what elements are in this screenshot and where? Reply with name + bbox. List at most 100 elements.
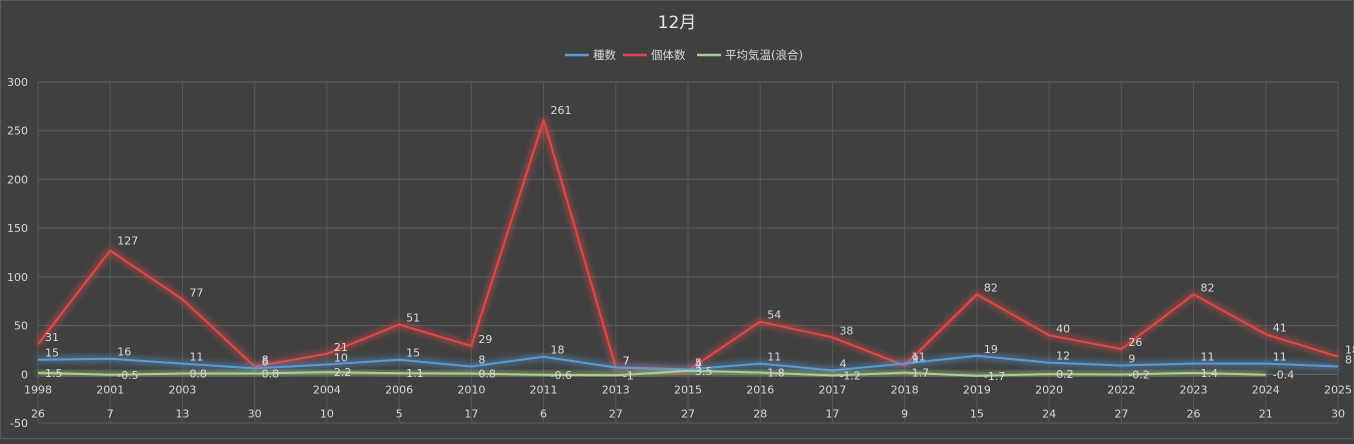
x-tick-label-sub: 30 [1331, 407, 1345, 420]
data-label: -0.6 [551, 369, 572, 382]
x-tick-label-year: 1998 [24, 383, 52, 396]
x-tick-label-year: 2024 [1252, 383, 1280, 396]
x-tick-label-sub: 27 [681, 407, 695, 420]
x-tick-label-sub: 15 [970, 407, 984, 420]
x-tick-label-year: 2001 [96, 383, 124, 396]
data-label: 54 [767, 309, 781, 322]
x-tick-label-year: 2016 [746, 383, 774, 396]
x-tick-label-year: 2023 [1180, 383, 1208, 396]
data-label: 77 [189, 286, 203, 299]
x-tick-label-year: 2025 [1324, 383, 1352, 396]
data-label: 11 [912, 351, 926, 364]
x-tick-label-sub: 6 [540, 407, 547, 420]
y-tick-label: 0 [21, 368, 28, 381]
data-label: 0.8 [262, 368, 280, 381]
data-label: 1.5 [45, 367, 63, 380]
data-label: 5 [695, 356, 702, 369]
data-label: 26 [1128, 336, 1142, 349]
data-label: 6 [262, 355, 269, 368]
y-tick-label: 250 [7, 125, 28, 138]
series-line-2 [37, 369, 1266, 377]
data-label: 1.1 [406, 367, 424, 380]
data-label: 11 [189, 351, 203, 364]
x-tick-label-year: 2006 [385, 383, 413, 396]
data-label: 7 [623, 354, 630, 367]
x-tick-label-sub: 30 [248, 407, 262, 420]
x-tick-label-sub: 10 [320, 407, 334, 420]
y-tick-label: 100 [7, 271, 28, 284]
data-label: 18 [551, 344, 565, 357]
x-tick-label-sub: 7 [107, 407, 114, 420]
data-label: 1.4 [1201, 367, 1219, 380]
x-tick-label-sub: 27 [1114, 407, 1128, 420]
x-tick-label-year: 2022 [1107, 383, 1135, 396]
x-tick-label-sub: 21 [1259, 407, 1273, 420]
x-tick-label-year: 2011 [530, 383, 558, 396]
legend: 種数 個体数 平均気温(浪合) [565, 48, 803, 62]
x-tick-label-year: 2003 [168, 383, 196, 396]
data-label: 16 [117, 346, 131, 359]
data-label: 7 [623, 354, 630, 367]
data-label: -0.5 [117, 369, 138, 382]
data-label: 1.7 [912, 367, 930, 380]
x-tick-label-year: 2018 [891, 383, 919, 396]
x-tick-label-sub: 17 [825, 407, 839, 420]
data-label: 1.8 [767, 367, 785, 380]
data-label: 127 [117, 235, 138, 248]
data-label: -1 [623, 369, 634, 382]
y-tick-label: 300 [7, 76, 28, 89]
x-tick-label-sub: 26 [1187, 407, 1201, 420]
y-tick-label: 200 [7, 173, 28, 186]
data-label: 0.8 [189, 368, 207, 381]
x-tick-label-year: 2015 [674, 383, 702, 396]
data-label: -0.4 [1273, 369, 1294, 382]
data-label: -1.7 [984, 370, 1005, 383]
data-label: 11 [767, 351, 781, 364]
x-tick-label-sub: 28 [753, 407, 767, 420]
x-tick-label-year: 2013 [602, 383, 630, 396]
data-label: 38 [839, 324, 853, 337]
x-tick-label-sub: 13 [175, 407, 189, 420]
legend-label: 種数 [593, 48, 616, 62]
data-label: 51 [406, 312, 420, 325]
chart-title: 12月 [658, 13, 697, 33]
legend-label: 個体数 [651, 48, 686, 62]
data-label: 41 [1273, 321, 1287, 334]
data-label: 3.5 [695, 365, 713, 378]
data-label: 15 [45, 347, 59, 360]
legend-label: 平均気温(浪合) [725, 48, 803, 62]
data-label: 261 [551, 104, 572, 117]
data-label: 11 [1273, 351, 1287, 364]
x-tick-label-year: 2017 [818, 383, 846, 396]
data-label: 19 [984, 343, 998, 356]
data-label: 31 [45, 331, 59, 344]
data-label: 40 [1056, 322, 1070, 335]
y-tick-label: 150 [7, 222, 28, 235]
x-tick-label-year: 2019 [963, 383, 991, 396]
x-tick-label-year: 2020 [1035, 383, 1063, 396]
x-tick-label-sub: 24 [1042, 407, 1056, 420]
data-label: 2.2 [334, 366, 352, 379]
data-label: 21 [334, 341, 348, 354]
x-tick-label-sub: 27 [609, 407, 623, 420]
x-tick-label-sub: 5 [396, 407, 403, 420]
data-label: -0.2 [1128, 368, 1149, 381]
data-label: 4 [839, 357, 846, 370]
x-tick-label-sub: 26 [31, 407, 45, 420]
data-label: 82 [1201, 281, 1215, 294]
x-tick-label-sub: 17 [464, 407, 478, 420]
data-label: 8 [1345, 353, 1352, 366]
data-label: 18 [1345, 344, 1354, 357]
data-label: 8 [478, 353, 485, 366]
x-tick-label-year: 2010 [457, 383, 485, 396]
y-tick-label: 50 [14, 320, 28, 333]
data-label: 11 [1201, 351, 1215, 364]
data-label: 4 [695, 357, 702, 370]
data-label: 9 [912, 353, 919, 366]
data-label: 9 [1128, 353, 1135, 366]
data-label: 0.8 [478, 368, 496, 381]
data-label: 10 [334, 352, 348, 365]
data-label: 12 [1056, 350, 1070, 363]
